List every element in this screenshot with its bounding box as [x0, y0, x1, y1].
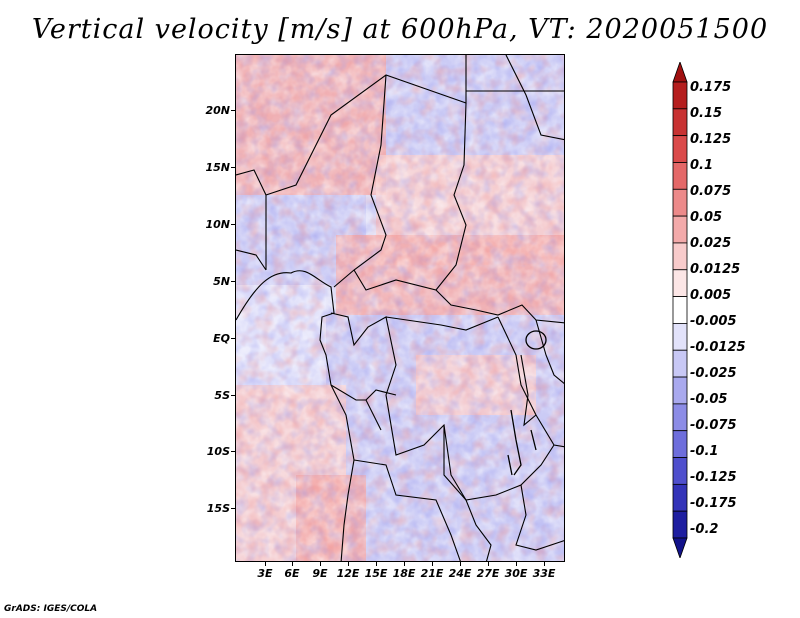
- lon-tick: [544, 562, 545, 566]
- lat-label-10s: 10S: [206, 445, 230, 458]
- colorbar-label: 0.175: [690, 80, 732, 95]
- colorbar-cap-top: [672, 62, 688, 83]
- colorbar-swatch: [672, 296, 688, 324]
- footer-credit: GrADS: IGES/COLA: [4, 604, 98, 614]
- colorbar-swatch: [672, 510, 688, 539]
- colorbar-cap-bottom: [672, 537, 688, 558]
- colorbar-label: -0.025: [690, 366, 737, 381]
- lat-tick: [231, 395, 235, 396]
- colorbar-label: -0.125: [690, 470, 737, 485]
- lat-label-20n: 20N: [205, 104, 230, 117]
- lon-tick: [432, 562, 433, 566]
- colorbar-swatch: [672, 403, 688, 432]
- colorbar-label: 0.075: [690, 184, 732, 199]
- colorbar-swatch: [672, 430, 688, 458]
- colorbar-label: 0.05: [690, 210, 723, 225]
- lon-label-27e: 27E: [476, 567, 500, 580]
- colorbar-label: 0.125: [690, 132, 732, 147]
- lat-tick: [231, 508, 235, 509]
- lon-label-18e: 18E: [392, 567, 416, 580]
- colorbar-swatch: [672, 457, 688, 485]
- colorbar-label: -0.0125: [690, 340, 746, 355]
- velocity-field: [236, 55, 564, 561]
- colorbar-swatch: [672, 242, 688, 271]
- colorbar-label: 0.0125: [690, 262, 741, 277]
- colorbar-swatch: [672, 349, 688, 378]
- lat-label-15s: 15S: [206, 502, 230, 515]
- lat-tick: [231, 338, 235, 339]
- lon-tick: [265, 562, 266, 566]
- country-borders: [236, 55, 564, 561]
- colorbar-swatch: [672, 269, 688, 297]
- map-title: Vertical velocity [m/s] at 600hPa, VT: 2…: [31, 14, 769, 45]
- lon-label-9e: 9E: [312, 567, 328, 580]
- lon-tick: [488, 562, 489, 566]
- colorbar-swatch: [672, 81, 688, 110]
- lon-label-12e: 12E: [336, 567, 360, 580]
- lon-label-3e: 3E: [257, 567, 273, 580]
- lat-label-15n: 15N: [205, 161, 230, 174]
- colorbar-label: -0.175: [690, 496, 737, 511]
- colorbar: [672, 62, 688, 558]
- lat-tick: [231, 451, 235, 452]
- colorbar-label: -0.2: [690, 522, 719, 537]
- lat-label-5s: 5S: [214, 389, 230, 402]
- colorbar-swatch: [672, 483, 688, 512]
- lat-tick: [231, 224, 235, 225]
- lon-label-15e: 15E: [364, 567, 388, 580]
- lon-label-30e: 30E: [504, 567, 528, 580]
- lon-tick: [516, 562, 517, 566]
- colorbar-label: -0.1: [690, 444, 719, 459]
- colorbar-swatch: [672, 135, 688, 163]
- lat-tick: [231, 281, 235, 282]
- lon-tick: [348, 562, 349, 566]
- colorbar-swatch: [672, 108, 688, 137]
- map-plot-area: [235, 54, 565, 562]
- colorbar-label: 0.025: [690, 236, 732, 251]
- colorbar-swatch: [672, 215, 688, 244]
- lon-tick: [292, 562, 293, 566]
- lon-tick: [404, 562, 405, 566]
- lat-tick: [231, 167, 235, 168]
- colorbar-label: -0.05: [690, 392, 728, 407]
- colorbar-label: 0.15: [690, 106, 723, 121]
- colorbar-swatch: [672, 162, 688, 190]
- lat-label-eq: EQ: [213, 332, 230, 345]
- lon-label-24e: 24E: [448, 567, 472, 580]
- colorbar-label: -0.005: [690, 314, 737, 329]
- lon-tick: [376, 562, 377, 566]
- colorbar-swatch: [672, 376, 688, 405]
- colorbar-swatch: [672, 323, 688, 351]
- lat-label-10n: 10N: [205, 218, 230, 231]
- lon-label-6e: 6E: [284, 567, 300, 580]
- lon-tick: [320, 562, 321, 566]
- lon-label-21e: 21E: [420, 567, 444, 580]
- lat-label-5n: 5N: [213, 275, 230, 288]
- lake-outlines: [507, 330, 547, 476]
- lon-tick: [460, 562, 461, 566]
- colorbar-label: 0.1: [690, 158, 714, 173]
- colorbar-label: 0.005: [690, 288, 732, 303]
- colorbar-swatch: [672, 188, 688, 217]
- colorbar-label: -0.075: [690, 418, 737, 433]
- lon-label-33e: 33E: [532, 567, 556, 580]
- lat-tick: [231, 110, 235, 111]
